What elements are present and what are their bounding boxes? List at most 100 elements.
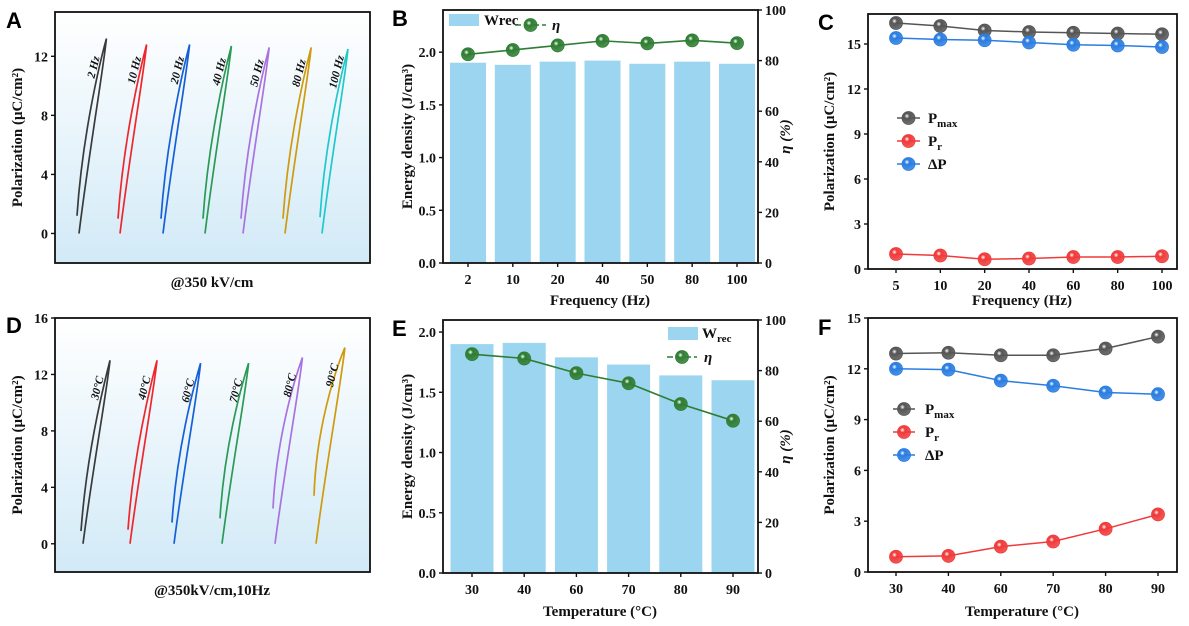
series-point xyxy=(889,346,903,361)
y-tick-label: 3 xyxy=(854,218,861,233)
y2-axis-title: η (%) xyxy=(778,429,794,463)
y-tick-label: 12 xyxy=(34,368,48,383)
legend-label-sub: r xyxy=(937,141,942,153)
x-tick-label: 40 xyxy=(941,582,955,597)
series-point xyxy=(1151,387,1165,402)
condition-label: @350 kV/cm xyxy=(171,275,254,291)
series-point xyxy=(1022,251,1036,266)
series-line xyxy=(895,513,1159,558)
series-line xyxy=(895,335,1159,357)
panel-letter: C xyxy=(818,10,834,35)
series-point xyxy=(1046,534,1061,549)
x-tick-label: 60 xyxy=(569,583,583,598)
legend-marker xyxy=(897,448,911,462)
legend-label: Pr xyxy=(928,134,942,153)
legend-marker xyxy=(523,18,538,32)
hysteresis-loop xyxy=(80,360,111,544)
legend-label: Wrec xyxy=(484,13,519,29)
series-point xyxy=(1066,25,1081,40)
y2-tick-label: 100 xyxy=(765,4,786,19)
legend-marker xyxy=(901,134,916,148)
efficiency-point xyxy=(621,376,636,391)
series-point xyxy=(1066,250,1081,264)
legend-label-main: Wrec xyxy=(484,13,519,29)
series-point xyxy=(933,19,948,33)
y-tick-label: 1.5 xyxy=(419,386,437,401)
series-line xyxy=(895,368,1159,395)
hysteresis-loop xyxy=(240,47,271,234)
legend-label: Wrec xyxy=(702,326,732,345)
y-tick-label: 1.0 xyxy=(419,152,437,167)
x-tick-label: 2 xyxy=(465,273,472,288)
x-tick-label: 20 xyxy=(551,273,565,288)
legend-label: ΔP xyxy=(925,448,944,464)
hysteresis-loop xyxy=(202,45,233,234)
legend-label-main: P xyxy=(928,111,937,127)
panel-letter: F xyxy=(818,315,831,340)
efficiency-point xyxy=(726,413,740,428)
y2-axis-title: η (%) xyxy=(778,119,794,153)
y-tick-label: 0 xyxy=(41,227,48,242)
x-tick-label: 60 xyxy=(1066,279,1080,294)
panel-b: Wrec η 0.0 0.5 1.0 1.5 2.0 0 20 40 60 80 100 η (%) 2 10… xyxy=(392,4,794,309)
bar xyxy=(674,61,711,263)
legend-bar-swatch xyxy=(668,327,698,340)
x-tick-label: 80 xyxy=(685,273,699,288)
series-point xyxy=(993,373,1008,388)
y2-tick-label: 0 xyxy=(765,567,772,582)
plot-frame xyxy=(54,11,371,264)
x-tick-label: 80 xyxy=(1099,582,1113,597)
series-point xyxy=(1046,348,1061,363)
efficiency-point xyxy=(569,366,584,381)
loop-label: 70°C xyxy=(228,378,245,404)
legend-label-main: W xyxy=(702,326,717,342)
y-axis-title: Polarization (μC/cm²) xyxy=(822,72,838,211)
bar xyxy=(494,64,531,263)
hysteresis-loop xyxy=(160,44,191,234)
bar xyxy=(607,364,651,573)
y-tick-label: 0 xyxy=(41,538,48,553)
y-tick-label: 15 xyxy=(847,312,861,327)
series-point xyxy=(1155,249,1169,264)
loop-label: 2 Hz xyxy=(85,54,102,80)
y2-tick-label: 40 xyxy=(765,156,779,171)
legend-label: Pr xyxy=(925,425,939,444)
hysteresis-loop xyxy=(76,38,108,234)
legend-label: Pmax xyxy=(928,111,958,130)
hysteresis-loop xyxy=(117,44,148,234)
y2-tick-label: 80 xyxy=(765,55,779,70)
bar xyxy=(539,61,576,263)
y-tick-label: 2.0 xyxy=(419,46,437,61)
series-point xyxy=(889,361,903,376)
series-point xyxy=(1098,521,1113,536)
legend-label: η xyxy=(552,18,560,34)
y-tick-label: 0.5 xyxy=(419,204,437,219)
y-axis-title: Energy density (J/cm³) xyxy=(400,64,416,209)
efficiency-point xyxy=(685,33,700,48)
series-point xyxy=(977,33,992,48)
legend-label-main: ΔP xyxy=(925,448,944,464)
loop-label: 60°C xyxy=(180,378,197,404)
x-axis-title: Temperature (°C) xyxy=(965,604,1079,620)
series-point xyxy=(941,549,956,563)
efficiency-point xyxy=(595,33,610,48)
y-tick-label: 12 xyxy=(34,50,48,65)
bar xyxy=(584,60,621,263)
series-point xyxy=(889,549,903,564)
plot-frame xyxy=(54,317,371,573)
y-tick-label: 0 xyxy=(854,263,861,278)
series-point xyxy=(1066,37,1081,52)
y-tick-label: 1.5 xyxy=(419,99,437,114)
bar xyxy=(711,380,755,573)
x-tick-label: 70 xyxy=(1046,582,1060,597)
hysteresis-loop xyxy=(171,362,202,544)
panel-letter: D xyxy=(6,313,22,338)
legend-label: η xyxy=(704,350,712,366)
series-point xyxy=(1110,38,1125,53)
x-tick-label: 40 xyxy=(517,583,531,598)
y-tick-label: 15 xyxy=(847,38,861,53)
efficiency-point xyxy=(465,347,479,362)
